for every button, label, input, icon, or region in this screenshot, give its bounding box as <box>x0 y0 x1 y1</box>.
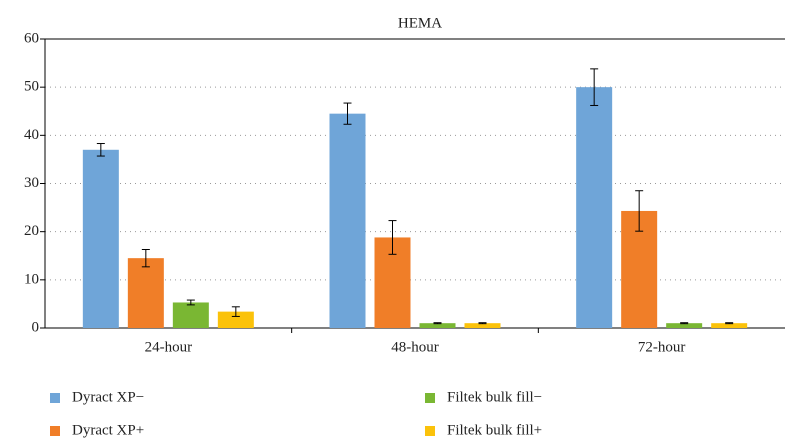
legend-swatch <box>50 393 60 403</box>
error-bar <box>141 248 150 268</box>
x-tick-label: 72-hour <box>638 339 686 355</box>
legend-swatch <box>425 426 435 436</box>
y-tick-label: 20 <box>24 223 39 239</box>
chart-title: HEMA <box>398 15 442 31</box>
bar <box>217 311 254 328</box>
legend-label: Filtek bulk fill+ <box>447 422 542 438</box>
error-bar <box>590 68 599 106</box>
legend-label: Dyract XP+ <box>72 422 144 438</box>
bar <box>127 258 164 328</box>
x-tick-label: 24-hour <box>145 339 193 355</box>
error-bar <box>96 143 105 157</box>
bar <box>666 323 703 328</box>
bar <box>82 149 119 328</box>
legend-swatch <box>50 426 60 436</box>
bar <box>576 87 613 329</box>
error-bar <box>680 322 689 325</box>
error-bar <box>231 306 240 317</box>
y-tick-label: 40 <box>24 127 39 143</box>
error-bar <box>343 102 352 125</box>
y-tick-label: 0 <box>32 319 40 335</box>
bar <box>329 113 366 329</box>
legend-swatch <box>425 393 435 403</box>
y-tick-label: 60 <box>24 30 39 46</box>
error-bar <box>433 322 442 325</box>
error-bar <box>186 299 195 306</box>
error-bar <box>635 190 644 232</box>
bar <box>172 302 209 328</box>
y-tick-label: 50 <box>24 79 39 95</box>
bar <box>419 323 456 328</box>
bar <box>711 323 748 328</box>
legend-label: Dyract XP− <box>72 389 144 405</box>
legend-label: Filtek bulk fill− <box>447 389 542 405</box>
error-bar <box>388 220 397 255</box>
error-bar <box>478 322 487 325</box>
y-tick-label: 10 <box>24 271 39 287</box>
bar <box>464 323 501 328</box>
y-tick-label: 30 <box>24 175 39 191</box>
error-bar <box>725 322 734 325</box>
x-tick-label: 48-hour <box>391 339 439 355</box>
